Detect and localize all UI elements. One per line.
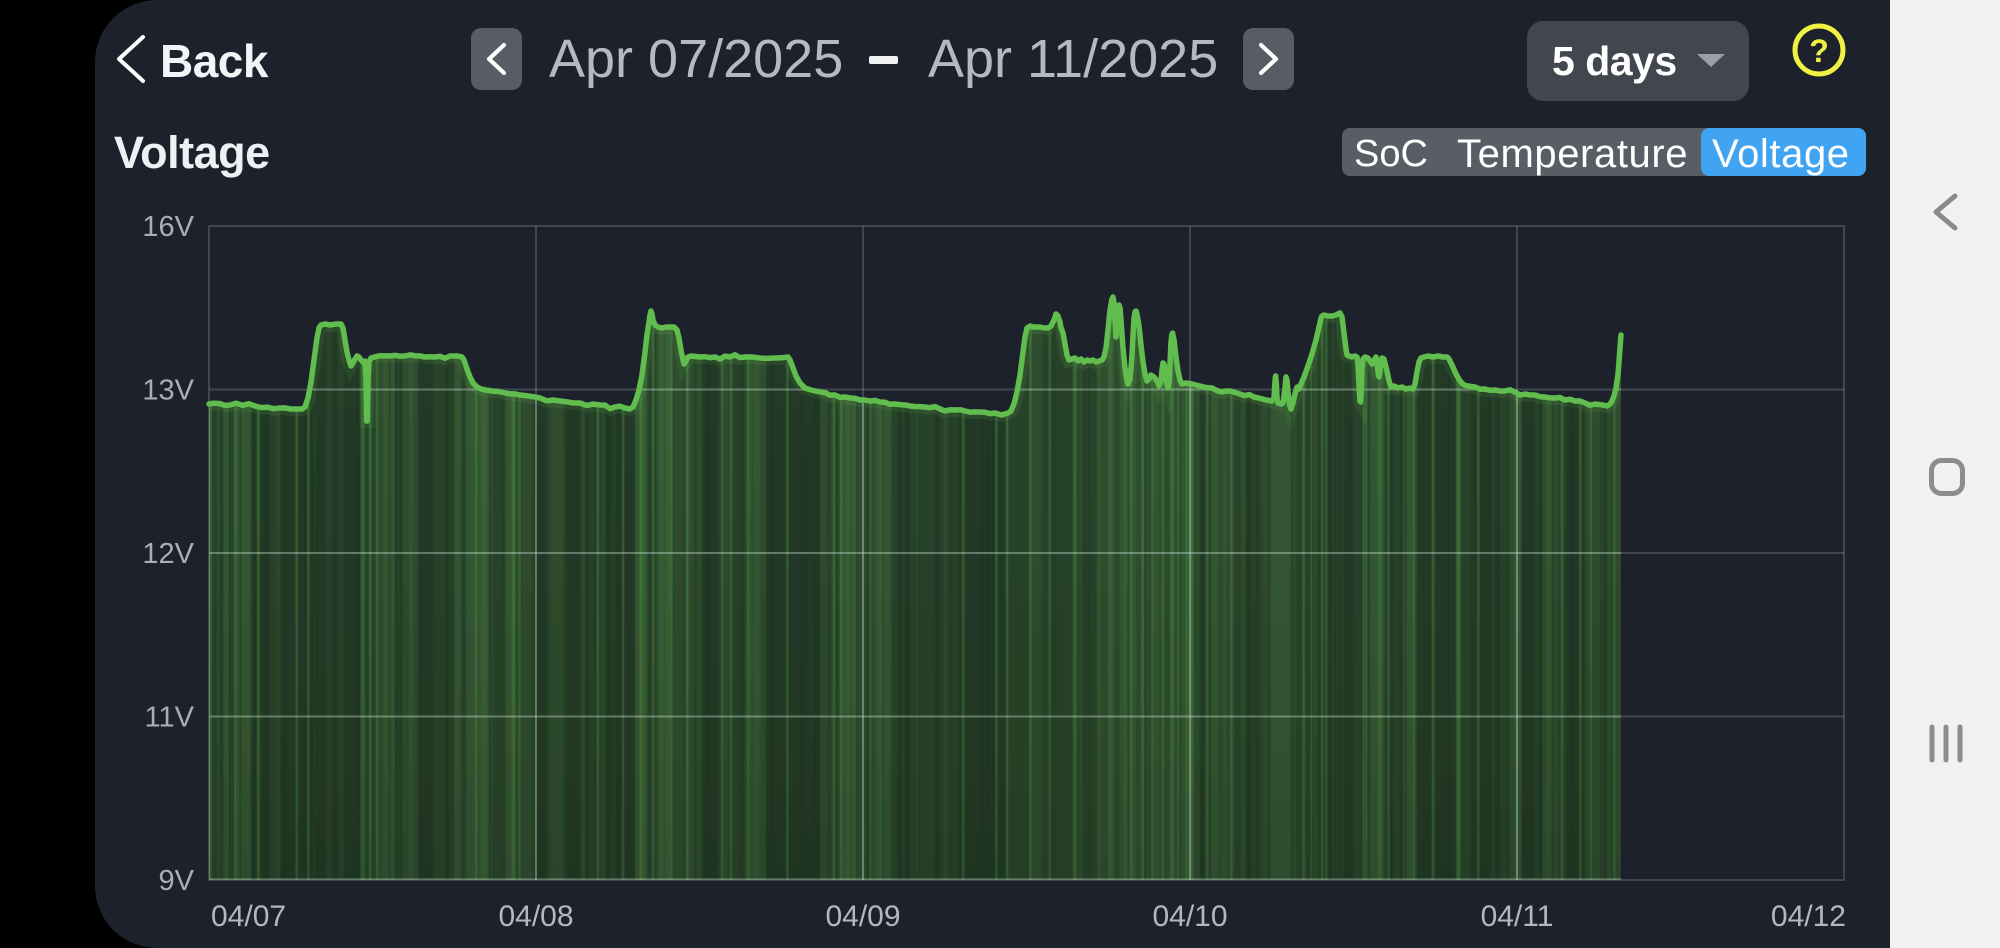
svg-text:04/08: 04/08 — [498, 900, 573, 933]
svg-text:11V: 11V — [145, 702, 195, 734]
svg-text:13V: 13V — [142, 375, 194, 407]
svg-text:16V: 16V — [142, 211, 194, 243]
svg-text:04/09: 04/09 — [825, 900, 900, 933]
svg-text:04/10: 04/10 — [1152, 900, 1227, 933]
svg-text:04/12: 04/12 — [1771, 900, 1846, 933]
svg-text:12V: 12V — [142, 538, 194, 570]
svg-text:9V: 9V — [159, 865, 195, 897]
svg-text:04/07: 04/07 — [211, 900, 286, 933]
svg-text:?: ? — [1809, 33, 1829, 69]
svg-text:04/11: 04/11 — [1481, 900, 1554, 933]
